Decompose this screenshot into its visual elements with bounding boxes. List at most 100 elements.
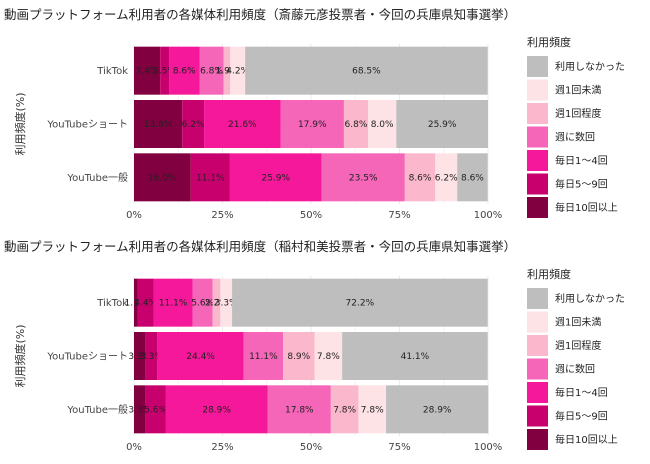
x-tick-label: 100% (474, 442, 503, 453)
data-label: 4.4% (134, 299, 157, 309)
data-label: 41.1% (401, 352, 430, 362)
data-label: 8.6% (461, 173, 484, 183)
bar-segment (134, 100, 183, 148)
bar-segment (153, 278, 193, 327)
legend-swatch (527, 358, 548, 380)
data-label: 1.1% (125, 299, 148, 309)
data-label: 8.0% (371, 120, 394, 130)
legend-swatch (527, 103, 548, 124)
data-label: 6.8% (200, 67, 223, 77)
legend-swatch (527, 429, 548, 450)
y-axis-title: 利用頻度(%) (13, 92, 27, 155)
y-tick-label: YouTubeショート (46, 352, 128, 363)
data-label: 23.5% (349, 173, 378, 183)
bar-segment (134, 332, 146, 380)
data-label: 11.1% (249, 352, 278, 362)
data-label: 6.8% (345, 120, 368, 130)
legend-label: 週に数回 (555, 363, 595, 376)
data-label: 8.6% (409, 173, 432, 183)
bar-segment (243, 332, 284, 380)
bar-segment (182, 100, 205, 148)
y-tick-label: YouTube一般 (66, 403, 128, 416)
stacked-bar-chart-saito: 0% 25% 50% 75% 100%TikTok 7.4%2.5%8.6% 6.8%1.9… (13, 35, 625, 221)
bar-segment (314, 332, 343, 380)
legend-swatch (527, 335, 548, 356)
data-label: 11.1% (159, 299, 188, 309)
bar-segment (212, 278, 221, 327)
data-label: 1.9% (215, 67, 238, 77)
bar-segment (342, 332, 488, 380)
bar-segment (280, 100, 344, 148)
data-label: 11.1% (196, 173, 225, 183)
y-axis-title: 利用頻度(%) (13, 324, 27, 387)
y-tick-label: YouTubeショート (46, 120, 128, 131)
legend-swatch (527, 197, 548, 218)
bar-segment (204, 100, 281, 148)
data-label: 4.2% (226, 67, 249, 77)
bar-segment (145, 332, 158, 380)
bar-segment (321, 153, 405, 202)
bar-segment (283, 332, 315, 380)
legend-label: 利用しなかった (555, 293, 625, 305)
data-label: 21.6% (228, 120, 257, 130)
legend-label: 週1回程度 (555, 107, 601, 120)
legend-swatch (527, 56, 548, 77)
legend-swatch (527, 173, 548, 195)
legend-title: 利用頻度 (527, 35, 571, 49)
bar-segment (134, 385, 146, 434)
bar-segment (232, 278, 488, 327)
bar-segment (223, 46, 231, 95)
legend-swatch (527, 311, 548, 333)
legend-swatch (527, 126, 548, 148)
legend-label: 毎日1～4回 (555, 154, 608, 167)
chart-title-inamura: 動画プラットフォーム利用者の各媒体利用頻度（稲村和美投票者・今回の兵庫県知事選挙… (4, 239, 517, 254)
bar-segment (190, 153, 230, 202)
x-tick-label: 75% (388, 210, 410, 221)
chart-title-saito: 動画プラットフォーム利用者の各媒体利用頻度（斎藤元彦投票者・今回の兵庫県知事選挙… (4, 7, 517, 22)
legend-label: 毎日5～9回 (555, 410, 608, 423)
legend-label: 毎日5～9回 (555, 178, 608, 191)
bar-segment (134, 153, 191, 202)
data-label: 13.6% (144, 120, 173, 130)
bar-segment (386, 385, 489, 434)
bar-segment (165, 385, 268, 434)
bar-segment (220, 278, 233, 327)
bar-segment (343, 100, 368, 148)
x-tick-label: 0% (126, 210, 142, 221)
bar-segment (229, 153, 322, 202)
legend-swatch (527, 288, 548, 309)
bar-segment (245, 46, 488, 95)
x-tick-label: 100% (474, 210, 503, 221)
data-label: 7.4% (136, 67, 159, 77)
bar-segment (457, 153, 488, 202)
bar-segment (396, 100, 488, 148)
bar-segment (435, 153, 458, 202)
bar-segment (330, 385, 359, 434)
bar-segment (137, 278, 154, 327)
data-label: 5.6% (144, 405, 167, 415)
data-label: 68.5% (352, 67, 381, 77)
data-label: 2.5% (153, 67, 176, 77)
x-tick-label: 25% (211, 442, 233, 453)
data-label: 7.8% (361, 405, 384, 415)
data-label: 6.2% (182, 120, 205, 130)
data-label: 7.8% (317, 352, 340, 362)
legend-label: 毎日10回以上 (555, 201, 618, 214)
bar-segment (160, 46, 170, 95)
data-label: 17.8% (285, 405, 314, 415)
data-label: 3.3% (140, 352, 163, 362)
data-label: 28.9% (202, 405, 231, 415)
data-label: 16.0% (148, 173, 177, 183)
y-tick-label: TikTok (96, 298, 128, 309)
legend-swatch (527, 79, 548, 101)
legend-label: 週1回程度 (555, 339, 601, 352)
x-tick-label: 75% (388, 442, 410, 453)
data-label: 7.8% (333, 405, 356, 415)
bar-segment (230, 46, 246, 95)
data-label: 6.2% (435, 173, 458, 183)
bar-segment (134, 46, 161, 95)
data-label: 3.3% (215, 299, 238, 309)
legend-label: 利用しなかった (555, 61, 625, 73)
data-label: 3.3% (128, 352, 151, 362)
data-label: 2.2% (205, 299, 228, 309)
